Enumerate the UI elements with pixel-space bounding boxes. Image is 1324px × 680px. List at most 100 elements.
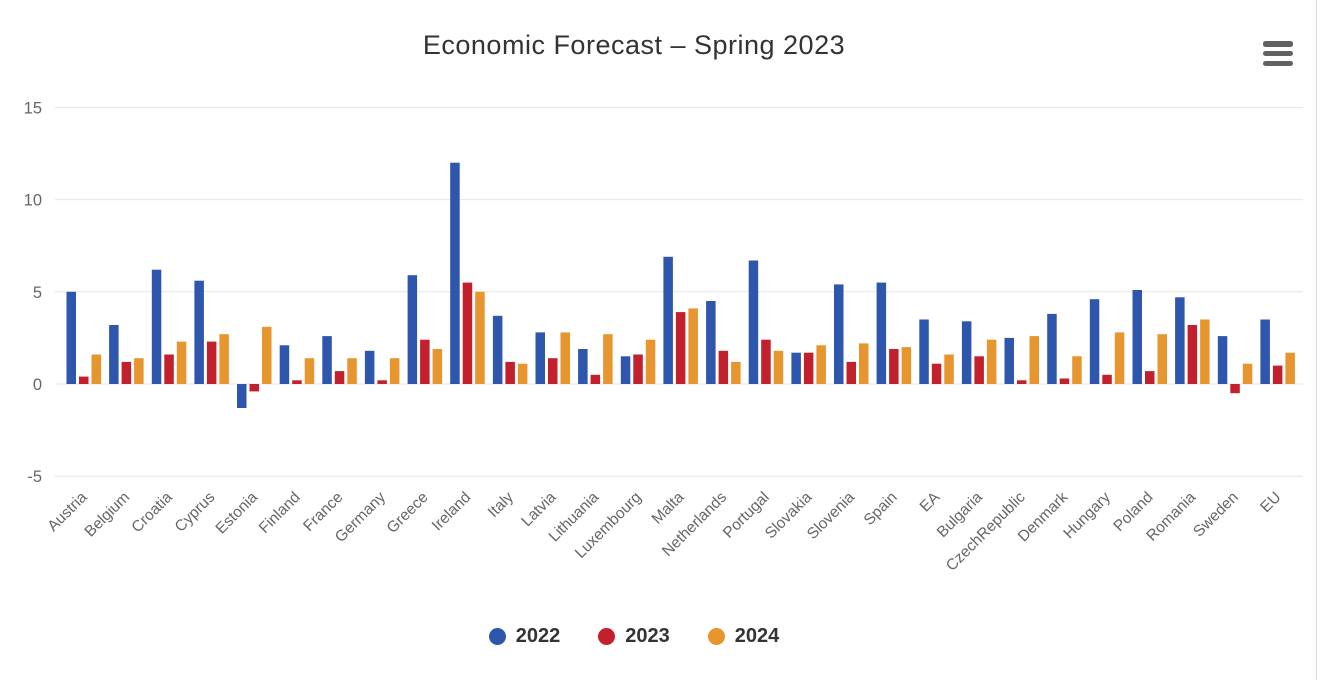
bar-Germany-2023[interactable] [377, 380, 387, 384]
bar-Italy-2022[interactable] [492, 315, 503, 384]
bar-Portugal-2024[interactable] [773, 350, 784, 384]
bar-Slovakia-2022[interactable] [791, 352, 801, 384]
bar-Bulgaria-2023[interactable] [974, 356, 984, 384]
bar-Poland-2022[interactable] [1132, 290, 1143, 384]
bar-Austria-2023[interactable] [79, 376, 89, 384]
xaxis-label-EA: EA [917, 488, 944, 515]
bar-Germany-2024[interactable] [389, 358, 400, 384]
bar-Netherlands-2022[interactable] [706, 301, 716, 384]
bar-Malta-2022[interactable] [663, 256, 673, 384]
bar-Greece-2024[interactable] [432, 349, 443, 384]
bar-Luxembourg-2024[interactable] [645, 339, 656, 384]
bar-Hungary-2022[interactable] [1089, 299, 1100, 384]
bar-Luxembourg-2023[interactable] [633, 354, 643, 385]
bar-Slovenia-2023[interactable] [846, 361, 857, 384]
bar-EU-2024[interactable] [1285, 352, 1295, 384]
bar-Croatia-2024[interactable] [176, 341, 187, 384]
bar-Belgium-2022[interactable] [109, 325, 119, 384]
bar-Denmark-2022[interactable] [1047, 313, 1057, 384]
hamburger-menu-icon[interactable] [1262, 40, 1294, 67]
xaxis-label-Estonia: Estonia [213, 489, 262, 538]
xaxis-label-Ireland: Ireland [429, 489, 475, 535]
bar-Slovenia-2022[interactable] [834, 284, 844, 384]
bar-Italy-2023[interactable] [505, 361, 515, 384]
bar-Romania-2023[interactable] [1187, 325, 1198, 384]
bar-Estonia-2023[interactable] [249, 384, 260, 392]
bar-Latvia-2023[interactable] [548, 358, 558, 384]
bar-Lithuania-2022[interactable] [578, 349, 588, 384]
bar-Bulgaria-2024[interactable] [986, 339, 997, 384]
bar-Netherlands-2023[interactable] [718, 350, 729, 384]
bar-Belgium-2024[interactable] [134, 358, 144, 384]
bar-France-2024[interactable] [347, 358, 357, 384]
bar-Netherlands-2024[interactable] [731, 361, 741, 384]
bar-Spain-2023[interactable] [889, 349, 899, 384]
bar-Hungary-2024[interactable] [1114, 332, 1125, 384]
bar-Finland-2022[interactable] [279, 345, 290, 384]
bar-Belgium-2023[interactable] [121, 361, 132, 384]
bar-France-2023[interactable] [334, 371, 345, 384]
bar-Poland-2023[interactable] [1145, 371, 1155, 384]
bar-Cyprus-2024[interactable] [219, 334, 229, 384]
bar-Austria-2022[interactable] [66, 291, 77, 384]
bar-CzechRepublic-2024[interactable] [1029, 336, 1040, 384]
bar-Italy-2024[interactable] [517, 363, 528, 384]
bar-EU-2022[interactable] [1260, 319, 1270, 385]
bar-Germany-2022[interactable] [364, 350, 375, 384]
bar-Ireland-2022[interactable] [450, 162, 460, 384]
bar-France-2022[interactable] [322, 336, 332, 384]
bar-Romania-2024[interactable] [1200, 319, 1210, 385]
bar-Slovakia-2024[interactable] [816, 345, 826, 384]
legend-item-2024[interactable]: 2024 [707, 625, 779, 648]
bar-Malta-2024[interactable] [688, 308, 698, 384]
bar-Latvia-2022[interactable] [535, 332, 546, 384]
bar-Ireland-2023[interactable] [462, 282, 473, 384]
bar-Sweden-2022[interactable] [1217, 336, 1228, 384]
legend-item-2022[interactable]: 2022 [488, 625, 560, 648]
bar-Finland-2024[interactable] [304, 358, 315, 384]
bar-Spain-2022[interactable] [876, 282, 887, 384]
xaxis-label-Belgium: Belgium [82, 489, 134, 541]
bar-Greece-2023[interactable] [420, 339, 430, 384]
bar-Denmark-2024[interactable] [1072, 356, 1082, 384]
bar-Romania-2022[interactable] [1175, 297, 1185, 384]
bar-Croatia-2023[interactable] [164, 354, 174, 385]
bar-Slovenia-2024[interactable] [859, 343, 869, 384]
bar-Slovakia-2023[interactable] [803, 352, 814, 384]
bar-Austria-2024[interactable] [91, 354, 102, 385]
xaxis-label-EU: EU [1257, 489, 1284, 516]
bar-EA-2024[interactable] [944, 354, 954, 385]
hamburger-bar [1263, 60, 1293, 66]
bar-Ireland-2024[interactable] [475, 291, 485, 384]
bar-Sweden-2023[interactable] [1230, 384, 1240, 394]
bar-Bulgaria-2022[interactable] [961, 321, 972, 384]
bar-Hungary-2023[interactable] [1102, 374, 1112, 384]
bar-Luxembourg-2022[interactable] [620, 356, 631, 384]
bar-Estonia-2024[interactable] [262, 326, 272, 384]
bar-Croatia-2022[interactable] [151, 269, 162, 384]
bar-Cyprus-2023[interactable] [206, 341, 217, 384]
bar-Lithuania-2024[interactable] [603, 334, 613, 384]
bar-Lithuania-2023[interactable] [590, 374, 601, 384]
bar-Estonia-2022[interactable] [237, 384, 247, 408]
bar-Malta-2023[interactable] [675, 312, 686, 384]
bar-Denmark-2023[interactable] [1059, 378, 1070, 385]
legend-item-2023[interactable]: 2023 [598, 625, 670, 648]
xaxis-label-Italy: Italy [485, 489, 517, 521]
bar-EA-2023[interactable] [931, 363, 942, 384]
bar-EA-2022[interactable] [919, 319, 929, 385]
bar-EU-2023[interactable] [1272, 365, 1283, 384]
yaxis-label--5: -5 [27, 468, 42, 486]
bar-CzechRepublic-2023[interactable] [1017, 380, 1027, 384]
bar-Spain-2024[interactable] [901, 347, 912, 384]
bar-Portugal-2023[interactable] [761, 339, 771, 384]
bar-Sweden-2024[interactable] [1242, 363, 1253, 384]
bar-CzechRepublic-2022[interactable] [1004, 337, 1015, 384]
bar-Cyprus-2022[interactable] [194, 280, 204, 384]
bar-Greece-2022[interactable] [407, 275, 418, 384]
bar-Finland-2023[interactable] [292, 380, 302, 384]
bar-Latvia-2024[interactable] [560, 332, 571, 384]
bar-Poland-2024[interactable] [1157, 334, 1168, 384]
bar-Portugal-2022[interactable] [748, 260, 759, 385]
